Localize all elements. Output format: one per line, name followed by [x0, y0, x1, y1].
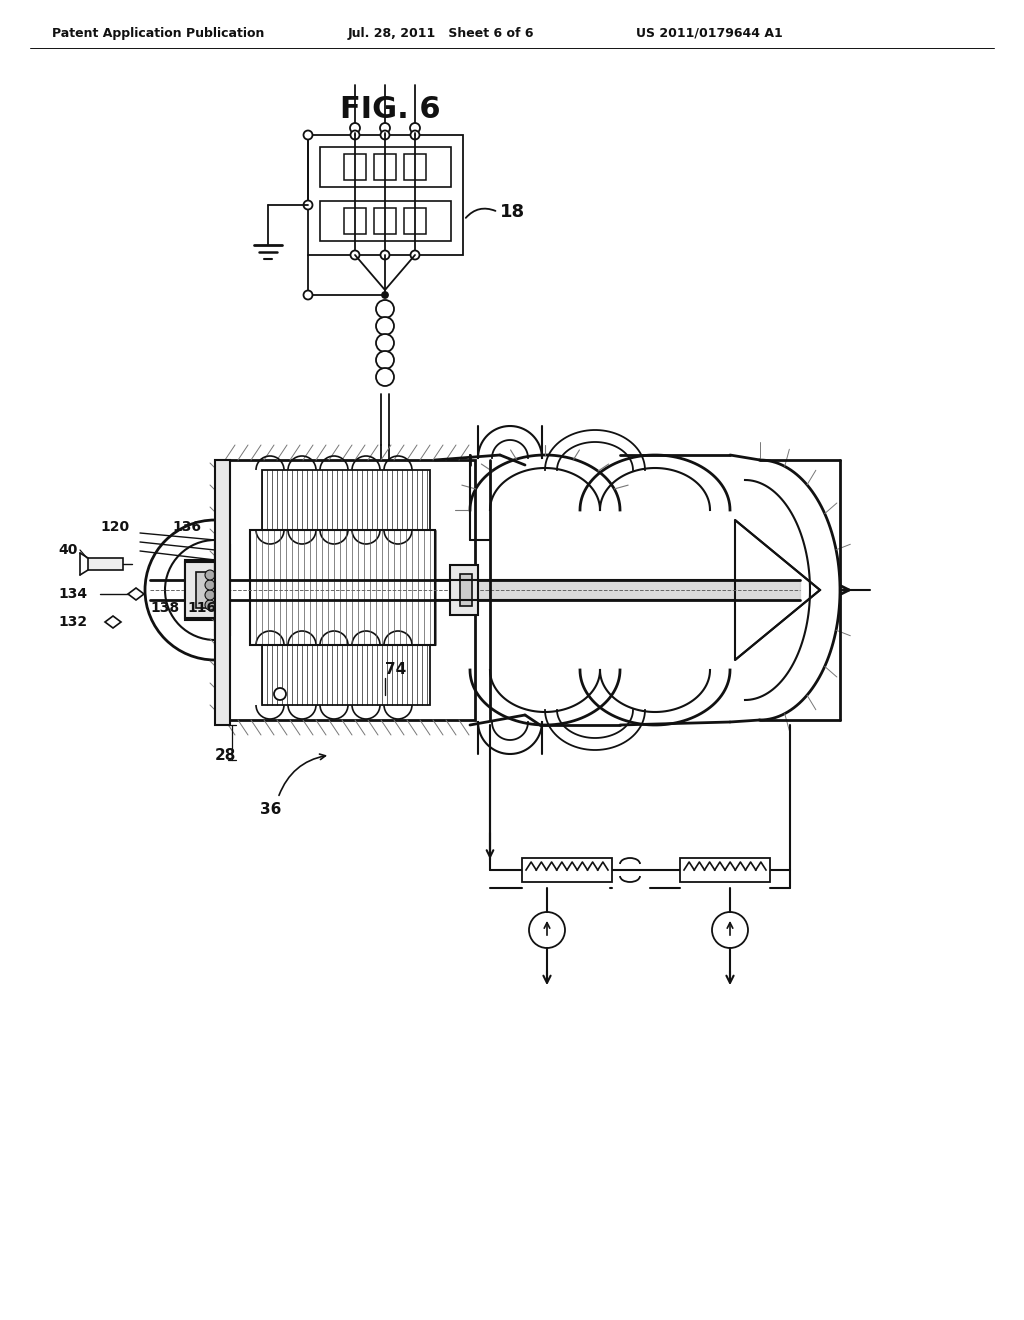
Circle shape [303, 290, 312, 300]
Text: 136: 136 [172, 520, 201, 535]
Bar [344, 209, 366, 234]
Circle shape [381, 251, 389, 260]
Text: 132: 132 [58, 615, 87, 630]
Text: 40: 40 [58, 543, 78, 557]
Text: 74: 74 [385, 663, 407, 677]
Circle shape [411, 131, 420, 140]
Bar [262, 645, 430, 705]
Bar [319, 201, 451, 242]
Text: Jul. 28, 2011   Sheet 6 of 6: Jul. 28, 2011 Sheet 6 of 6 [348, 26, 535, 40]
Circle shape [303, 131, 312, 140]
Circle shape [205, 601, 215, 610]
Bar [215, 459, 230, 725]
Text: FIG. 6: FIG. 6 [340, 95, 440, 124]
Circle shape [205, 590, 215, 601]
Circle shape [376, 317, 394, 335]
Bar [522, 858, 612, 882]
Circle shape [529, 912, 565, 948]
Bar [225, 459, 475, 719]
Bar [319, 147, 451, 187]
Circle shape [376, 351, 394, 370]
Text: 36: 36 [260, 803, 282, 817]
Bar [262, 470, 430, 531]
Circle shape [376, 368, 394, 385]
Text: 138: 138 [150, 601, 179, 615]
Text: 116: 116 [187, 601, 216, 615]
Bar [460, 574, 472, 606]
Bar [88, 558, 123, 570]
Text: Patent Application Publication: Patent Application Publication [52, 26, 264, 40]
Bar [185, 560, 220, 620]
Circle shape [350, 251, 359, 260]
Text: US 2011/0179644 A1: US 2011/0179644 A1 [636, 26, 782, 40]
Bar [374, 154, 396, 180]
Circle shape [380, 123, 390, 133]
Circle shape [205, 579, 215, 590]
Circle shape [303, 201, 312, 210]
Circle shape [376, 300, 394, 318]
Bar [185, 562, 215, 618]
Text: 134: 134 [58, 587, 87, 601]
Text: 28: 28 [215, 747, 237, 763]
Bar [308, 135, 463, 255]
Circle shape [350, 131, 359, 140]
Bar [404, 209, 426, 234]
Circle shape [410, 123, 420, 133]
Circle shape [376, 334, 394, 352]
Circle shape [712, 912, 748, 948]
Circle shape [145, 520, 285, 660]
Bar [250, 531, 435, 645]
Circle shape [165, 540, 265, 640]
Bar [450, 565, 478, 615]
Text: 120: 120 [100, 520, 129, 535]
Bar [374, 209, 396, 234]
Circle shape [382, 292, 388, 298]
Circle shape [274, 688, 286, 700]
Circle shape [411, 251, 420, 260]
Bar [680, 858, 770, 882]
Circle shape [350, 123, 360, 133]
Bar [215, 545, 230, 635]
Bar [404, 154, 426, 180]
Circle shape [381, 131, 389, 140]
Circle shape [205, 570, 215, 579]
Bar [196, 572, 208, 609]
Bar [344, 154, 366, 180]
Text: 18: 18 [500, 203, 525, 220]
